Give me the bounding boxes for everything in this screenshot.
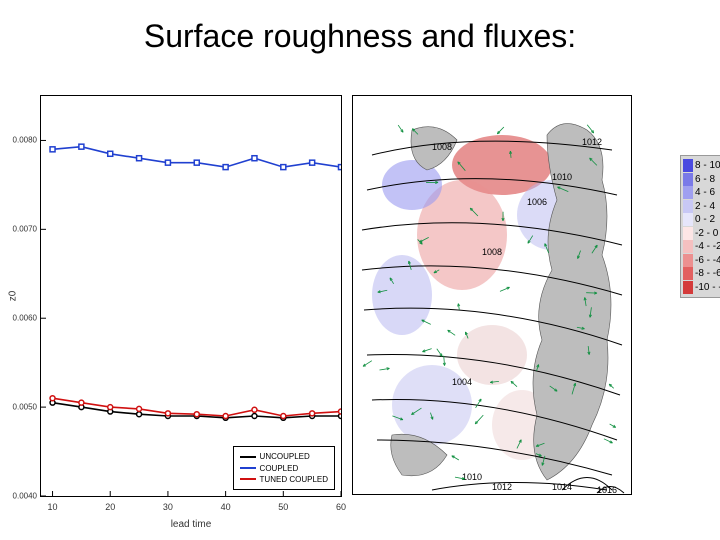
legend-swatch-tuned [240, 478, 256, 480]
x-tick: 50 [278, 502, 288, 512]
colorbar-swatch [683, 173, 693, 186]
colorbar-label: -4 - -2 [695, 240, 720, 254]
colorbar-label: 6 - 8 [695, 173, 720, 187]
colorbar-swatch [683, 227, 693, 240]
colorbar-swatch [683, 213, 693, 226]
colorbar-label: 0 - 2 [695, 213, 720, 227]
svg-text:1014: 1014 [552, 482, 572, 492]
slide: Surface roughness and fluxes: z0 lead ti… [0, 0, 720, 540]
y-tick: 0.0080 [1, 136, 37, 145]
colorbar-swatch [683, 281, 693, 294]
legend-label-coupled: COUPLED [260, 463, 299, 474]
legend-label-uncoupled: UNCOUPLED [260, 451, 310, 462]
colorbar-swatch [683, 254, 693, 267]
svg-text:1012: 1012 [492, 482, 512, 492]
colorbar-swatch [683, 186, 693, 199]
legend-item-uncoupled: UNCOUPLED [240, 451, 328, 462]
colorbar-label: 2 - 4 [695, 200, 720, 214]
y-tick: 0.0050 [1, 403, 37, 412]
colorbar-swatch [683, 267, 693, 280]
y-axis-label: z0 [8, 291, 19, 302]
svg-text:1012: 1012 [582, 137, 602, 147]
y-tick: 0.0060 [1, 314, 37, 323]
y-tick: 0.0040 [1, 492, 37, 501]
chart-legend: UNCOUPLED COUPLED TUNED COUPLED [233, 446, 335, 490]
y-tick: 0.0070 [1, 225, 37, 234]
colorbar-label: -2 - 0 [695, 227, 720, 241]
x-tick: 10 [48, 502, 58, 512]
x-tick: 30 [163, 502, 173, 512]
colorbar-swatch [683, 159, 693, 172]
colorbar-label: 8 - 10 [695, 159, 720, 173]
svg-text:1008: 1008 [482, 247, 502, 257]
x-axis-label: lead time [171, 519, 212, 530]
x-tick: 20 [105, 502, 115, 512]
line-chart-svg [41, 96, 341, 496]
svg-text:1008: 1008 [432, 142, 452, 152]
legend-swatch-uncoupled [240, 456, 256, 458]
svg-text:1016: 1016 [597, 485, 617, 495]
colorbar-swatch [683, 200, 693, 213]
slide-title: Surface roughness and fluxes: [0, 18, 720, 55]
colorbar-label: 4 - 6 [695, 186, 720, 200]
map-panel-wrap: 1012 1010 1008 1006 1008 1004 1010 1012 1014 1016… [352, 95, 690, 495]
svg-text:1010: 1010 [462, 472, 482, 482]
x-tick: 40 [221, 502, 231, 512]
colorbar-swatch [683, 240, 693, 253]
panels-container: z0 lead time 102030405060 0.00400.00500.… [40, 95, 690, 500]
legend-swatch-coupled [240, 467, 256, 469]
svg-text:1006: 1006 [527, 197, 547, 207]
map-panel: 1012 1010 1008 1006 1008 1004 1010 1012 1014 1016 [352, 95, 632, 495]
line-chart: z0 lead time 102030405060 0.00400.00500.… [40, 95, 342, 497]
svg-text:1004: 1004 [452, 377, 472, 387]
colorbar-label: -10 - -8 [695, 281, 720, 295]
colorbar-label: -6 - -4 [695, 254, 720, 268]
x-tick: 60 [336, 502, 346, 512]
legend-item-coupled: COUPLED [240, 463, 328, 474]
map-svg: 1012 1010 1008 1006 1008 1004 1010 1012 1014 1016 [352, 95, 632, 495]
svg-text:1010: 1010 [552, 172, 572, 182]
legend-item-tuned: TUNED COUPLED [240, 474, 328, 485]
colorbar: 8 - 106 - 84 - 62 - 40 - 2-2 - 0-4 - -2-… [680, 155, 720, 298]
legend-label-tuned: TUNED COUPLED [260, 474, 328, 485]
colorbar-label: -8 - -6 [695, 267, 720, 281]
